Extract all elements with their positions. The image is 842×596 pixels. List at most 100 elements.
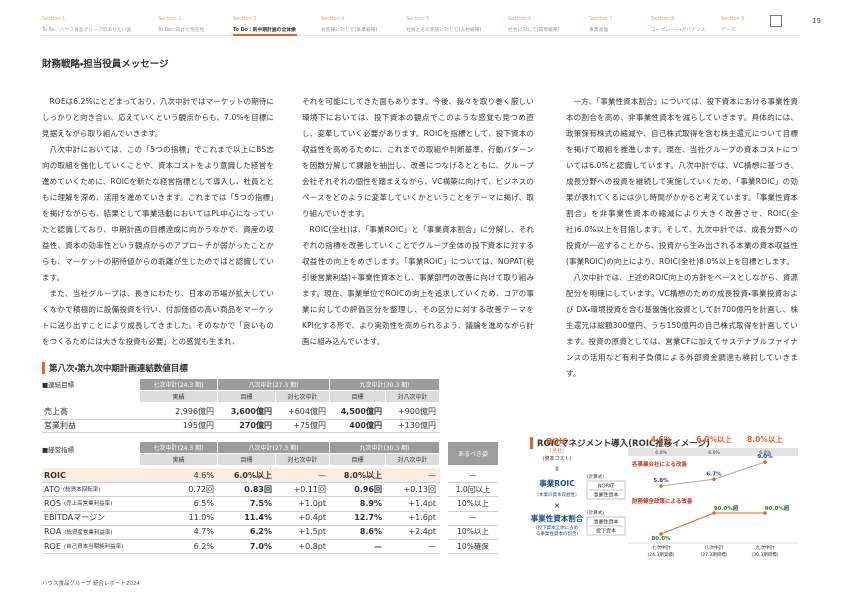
cell-value: 8.6% [359,527,382,537]
series-line [660,512,765,535]
nav-label: Section 6 [508,16,532,22]
row-highlight [42,468,440,483]
paragraph: また、当社グループは、長きにわたり、日本の市場が拡大していくなかで積極的に設備投… [42,289,274,346]
cell-value: 11.4% [244,513,272,523]
value-label: 90.0%超 [714,504,739,512]
nav-title: データ [721,28,736,33]
row-rule [448,539,498,540]
nav-title: 社員とその家族に対して(人材戦略) [406,28,482,33]
value-label: 90.0%超 [765,504,790,512]
formula-box [586,480,626,500]
nav-title: 社会に対して(環境戦略) [508,28,560,33]
row-name: ROA [44,527,62,537]
row-rule [448,482,498,484]
paragraph: ROEは6.2%にとどまっており、八次中計ではマーケットの期待にしっかりと向き合… [42,97,274,138]
cell-value: 4.7% [193,527,214,537]
row-note: (売上高営業利益率) [63,501,113,508]
nav-label: Section 2 [158,16,182,22]
row-rule [42,418,440,420]
nav-title: 事業基盤 [589,28,609,33]
cell-value: +0.4pt [298,513,326,523]
nav-label: Section 8 [651,16,675,22]
cell-value: +2.4pt [408,527,436,537]
cost-band [628,448,798,456]
row-label: ROA (総資産営業利益率) [44,525,112,539]
nav-title: To Beに向けた現在地 [158,28,205,33]
row-rule [42,524,440,526]
cell-value: 6.5% [193,498,214,508]
cell-value: 4,500億円 [340,407,382,417]
cell-value: 6.0%以上 [233,470,272,480]
row-label: ATO (総資本回転率) [44,482,100,496]
header-col: 目標 [218,454,275,465]
row-rule [42,553,440,555]
row-rule [448,496,498,498]
row-rule [42,496,440,498]
business-roic-sub: (本業の資本収益性) [537,491,577,498]
business-roic: 事業ROIC [539,478,575,488]
value-label: 6.7% [706,471,722,477]
value-label: 9.0% [757,454,773,460]
row-label: 営業利益 [44,419,76,433]
page-title: 財務戦略・担当役員メッセージ [42,59,169,70]
point [712,477,716,482]
target-label: 8.0%以上 [747,434,783,444]
formula-label: (計算式) [587,473,604,480]
paragraph: 八次中計においては、この「5つの指標」でこれまで以上にBS志向の取組を強化してい… [42,145,274,282]
row-note: (総資本回転率) [63,487,101,494]
nav-active [233,34,297,36]
cell-value: +1.0pt [298,498,326,508]
row-label: 売上高 [44,405,68,419]
target-label: 4.6% [651,435,672,444]
cell-value: 11.0% [188,513,214,523]
row-rule [448,553,498,555]
ideal-value: 10%以上 [457,498,489,508]
header-col: 目標 [218,391,275,402]
ideal-value: — [469,513,477,523]
cell-value: +0.8pt [298,541,326,551]
series-name: 財務健全政策による改善 [631,497,693,505]
nav-label: Section 7 [589,16,613,22]
accent-bar [530,437,533,449]
nav-label: Section 4 [321,16,345,22]
row-rule [448,524,498,526]
capital-ratio: 事業性資本割合 [531,513,584,523]
cell-value: 3,600億円 [230,407,272,417]
row-label: EBITDAマージン [44,511,105,525]
value-label: 5.8% [653,478,669,484]
row-note: (総資産営業利益率) [64,529,113,536]
row-rule [42,510,440,512]
ideal-value: 10%確保 [457,541,489,551]
text-column: 一方、「事業性資本割合」については、投下資本における事業性資本の割合を高め、非事… [566,94,798,382]
text-column: ROEは6.2%にとどまっており、八次中計ではマーケットの期待にしっかりと向き合… [42,94,274,350]
cell-value: +1.5pt [298,527,326,537]
row-name: ROIC [44,470,66,480]
category-sub: (24.3期実績) [647,551,674,558]
point [659,484,663,488]
nav-title: To Do：新中期計画の全体像 [233,28,296,33]
category-sub: (30.3期目標) [751,551,778,558]
cell-value: 6.2% [193,541,214,551]
formula-num: 事業性資本 [593,519,618,526]
point [763,511,767,515]
row-name: ROE [44,541,61,551]
header-col: 対八次中計 [386,454,439,465]
point [763,460,767,464]
formula-den: 事業性資本 [593,492,618,499]
formula-num: NOPAT [598,484,615,490]
accent-bar [42,362,45,374]
cell-value: +0.13回 [403,484,436,494]
cell-value: — [374,541,382,551]
cost-label: 6.0% [708,450,720,456]
row-label: ROE (自己資本当期純利益率) [44,539,123,553]
row-name: EBITDAマージン [44,513,106,523]
footer: ハウス食品グループ 統合レポート2024 [42,581,140,587]
header-col: 対七次中計 [276,454,329,465]
point [659,532,663,536]
cell-value: +0.11回 [293,484,326,494]
roic-label: ROIC [546,437,568,446]
category: 九次中計 [755,544,774,551]
menu-icon[interactable] [770,15,782,27]
